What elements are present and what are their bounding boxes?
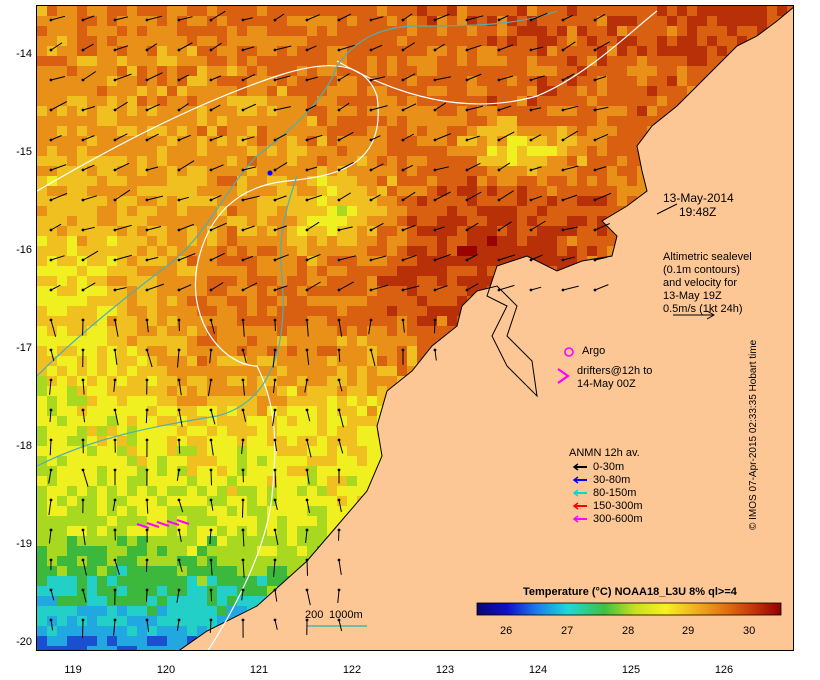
colorbar-tick-label: 26 bbox=[500, 625, 513, 637]
altimetry-line: 13-May 19Z bbox=[663, 290, 722, 302]
y-tick-label: -18 bbox=[16, 440, 32, 452]
colorbar-tick-label: 29 bbox=[682, 625, 695, 637]
x-tick-label: 122 bbox=[342, 664, 362, 676]
altimetry-line: Altimetric sealevel bbox=[663, 251, 752, 263]
anmn-legend-item: 30-80m bbox=[593, 474, 631, 486]
x-tick-label: 119 bbox=[64, 664, 82, 676]
land-mass bbox=[178, 7, 793, 650]
y-tick-label: -17 bbox=[16, 342, 32, 354]
anmn-legend-item: 150-300m bbox=[593, 500, 643, 512]
drifters-line: 14-May 00Z bbox=[577, 378, 636, 390]
legend-graphics bbox=[476, 203, 782, 616]
sst-map-canvas bbox=[37, 6, 793, 650]
sst-map: 13-May-2014 19:48Z Altimetric sealevel (… bbox=[36, 5, 794, 651]
anmn-legend-item: 0-30m bbox=[593, 461, 625, 473]
colorbar-title: Temperature (°C) NOAA18_L3U 8% ql>=4 bbox=[523, 586, 737, 598]
depth-label-1000: 1000m bbox=[329, 609, 363, 621]
argo-label: Argo bbox=[582, 345, 606, 357]
anmn-title: ANMN 12h av. bbox=[569, 447, 640, 459]
x-tick-label: 126 bbox=[714, 664, 734, 676]
y-tick-label: -15 bbox=[16, 146, 32, 158]
altimetry-note: Altimetric sealevel (0.1m contours) and … bbox=[663, 251, 752, 316]
x-tick-label: 120 bbox=[156, 664, 176, 676]
date-label: 13-May-2014 bbox=[663, 191, 734, 205]
depth-label-200: 200 bbox=[305, 609, 324, 621]
altimetry-line: (0.1m contours) bbox=[663, 264, 741, 276]
colorbar-tick-label: 30 bbox=[743, 625, 756, 637]
imos-watermark: © IMOS 07-Apr-2015 02:33:35 Hobart time bbox=[747, 339, 759, 530]
colorbar-tick-label: 27 bbox=[561, 625, 574, 637]
bathymetry-contours bbox=[37, 10, 658, 650]
x-tick-label: 124 bbox=[528, 664, 548, 676]
altimetry-line: and velocity for bbox=[663, 277, 737, 289]
y-tick-label: -16 bbox=[16, 244, 32, 256]
time-label: 19:48Z bbox=[679, 205, 717, 219]
drifter-tracks bbox=[136, 170, 574, 529]
drifters-line: drifters@12h to bbox=[577, 365, 653, 377]
velocity-arrows bbox=[48, 10, 612, 638]
x-tick-label: 121 bbox=[249, 664, 269, 676]
y-tick-label: -20 bbox=[16, 636, 32, 648]
anmn-legend-item: 80-150m bbox=[593, 487, 637, 499]
anmn-legend-item: 300-600m bbox=[593, 513, 643, 525]
x-tick-label: 123 bbox=[435, 664, 455, 676]
colorbar-tick-label: 28 bbox=[622, 625, 635, 637]
altimetry-line: 0.5m/s (1kt 24h) bbox=[663, 303, 743, 315]
y-tick-label: -19 bbox=[16, 538, 32, 550]
y-tick-label: -14 bbox=[16, 48, 32, 60]
drifters-note: drifters@12h to 14-May 00Z bbox=[577, 365, 652, 391]
x-tick-label: 125 bbox=[621, 664, 641, 676]
